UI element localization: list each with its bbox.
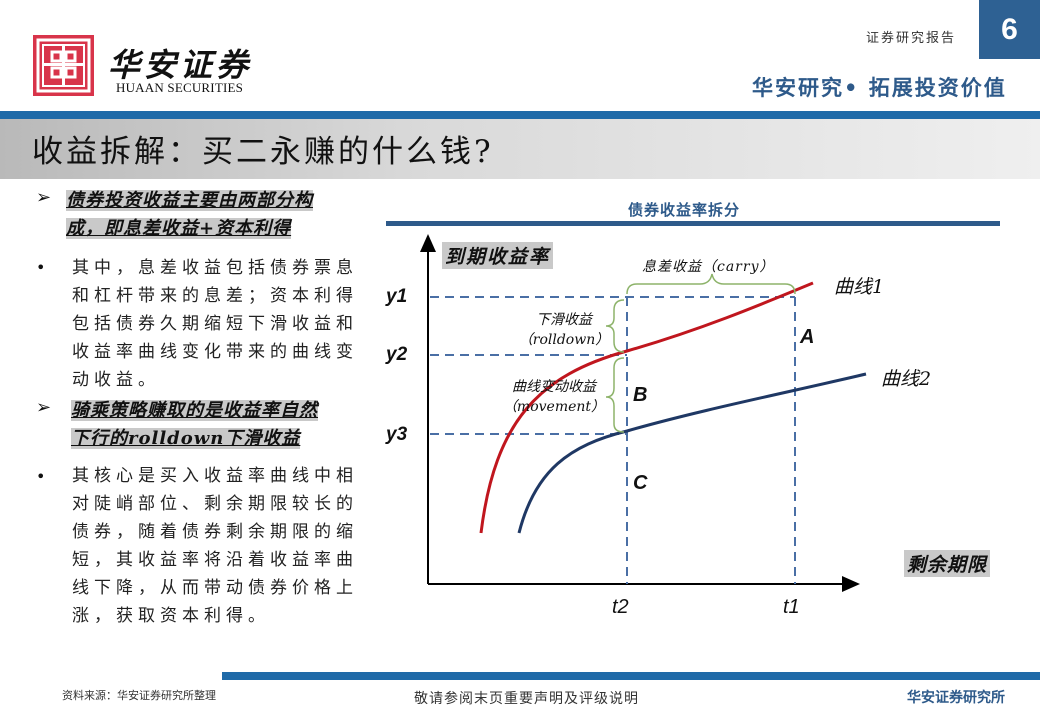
source-note: 资料来源：华安证券研究所整理: [62, 689, 216, 702]
paragraph-line: 其中，息差收益包括债券票息: [72, 258, 358, 278]
title-band: [0, 119, 1040, 179]
section-1-heading: 债券投资收益主要由两部分构 成，即息差收益+资本利得: [66, 187, 368, 243]
point-label-b: B: [633, 384, 648, 406]
chart-title: 债券收益率拆分: [628, 201, 741, 219]
section-2-paragraph: 其核心是买入收益率曲线中相 对陡峭部位、剩余期限较长的 债券，随着债券剩余期限的…: [72, 462, 372, 630]
paragraph-line: 债券，随着债券剩余期限的缩: [72, 522, 358, 542]
carry-annotation: 息差收益（carry）: [642, 259, 775, 275]
curve-2-label: 曲线2: [881, 368, 932, 390]
footer-org: 华安证券研究所: [907, 690, 1005, 706]
x-tick-t2: t2: [612, 596, 629, 618]
guide-lines: [430, 296, 796, 584]
section-2-heading: 骑乘策略赚取的是收益率自然 下行的rolldown下滑收益: [71, 397, 373, 453]
footer-divider: [222, 672, 1040, 680]
disclaimer-note: 敬请参阅末页重要声明及评级说明: [414, 691, 639, 707]
annotation-line: （rolldown）: [518, 332, 610, 348]
curve-1-label: 曲线1: [834, 276, 885, 298]
y-tick-y1: y1: [386, 286, 408, 307]
paragraph-line: 线下降，从而带动债券价格上: [72, 578, 358, 598]
annotation-braces: [605, 273, 796, 433]
annotation-line: 下滑收益: [536, 312, 592, 328]
logo-chinese-name: 华安证券: [108, 46, 253, 84]
annotation-line: （movement）: [502, 399, 606, 415]
y-tick-y3: y3: [386, 424, 408, 445]
paragraph-line: 动收益。: [72, 370, 160, 390]
y-axis-label: 到期收益率: [442, 242, 554, 269]
yield-decomposition-chart: [420, 234, 867, 592]
paragraph-line: 其核心是买入收益率曲线中相: [72, 466, 358, 486]
slogan: 华安研究• 拓展投资价值: [752, 75, 1007, 100]
section-1-paragraph: 其中，息差收益包括债券票息 和杠杆带来的息差；资本利得 包括债券久期缩短下滑收益…: [72, 254, 372, 394]
x-axis-label: 剩余期限: [904, 550, 991, 577]
page-title: 收益拆解：买二永赚的什么钱?: [32, 134, 494, 170]
logo-english-name: HUAAN SECURITIES: [116, 80, 244, 95]
y-tick-y2: y2: [386, 344, 408, 365]
bullet-dot-icon: •: [36, 258, 46, 277]
header-divider: [0, 111, 1040, 119]
report-type-label: 证券研究报告: [866, 31, 957, 46]
curve-1-line: [479, 281, 814, 534]
bullet-dot-icon: •: [36, 467, 46, 486]
section-1-heading-arrow-icon: ➢: [36, 187, 52, 208]
heading-line: 下行的rolldown下滑收益: [71, 428, 301, 449]
paragraph-line: 涨，获取资本利得。: [72, 606, 270, 626]
paragraph-line: 和杠杆带来的息差；资本利得: [72, 286, 358, 306]
rolldown-annotation: 下滑收益 （rolldown）: [516, 310, 612, 350]
page-number-badge: 6: [979, 0, 1040, 59]
point-label-c: C: [633, 472, 648, 494]
movement-annotation: 曲线变动收益 （movement）: [496, 377, 612, 417]
chart-title-rule: [386, 221, 1000, 226]
heading-line: 债券投资收益主要由两部分构: [66, 190, 313, 211]
curve-2-line: [517, 372, 867, 534]
paragraph-line: 包括债券久期缩短下滑收益和: [72, 314, 358, 334]
heading-line: 成，即息差收益+资本利得: [66, 218, 292, 239]
annotation-line: 曲线变动收益: [512, 379, 596, 395]
section-2-heading-arrow-icon: ➢: [36, 397, 52, 418]
paragraph-line: 收益率曲线变化带来的曲线变: [72, 342, 358, 362]
paragraph-line: 短，其收益率将沿着收益率曲: [72, 550, 358, 570]
point-label-a: A: [800, 326, 815, 348]
paragraph-line: 对陡峭部位、剩余期限较长的: [72, 494, 358, 514]
company-logo-icon: [33, 35, 94, 96]
x-tick-t1: t1: [783, 596, 800, 618]
heading-line: 骑乘策略赚取的是收益率自然: [71, 400, 318, 421]
